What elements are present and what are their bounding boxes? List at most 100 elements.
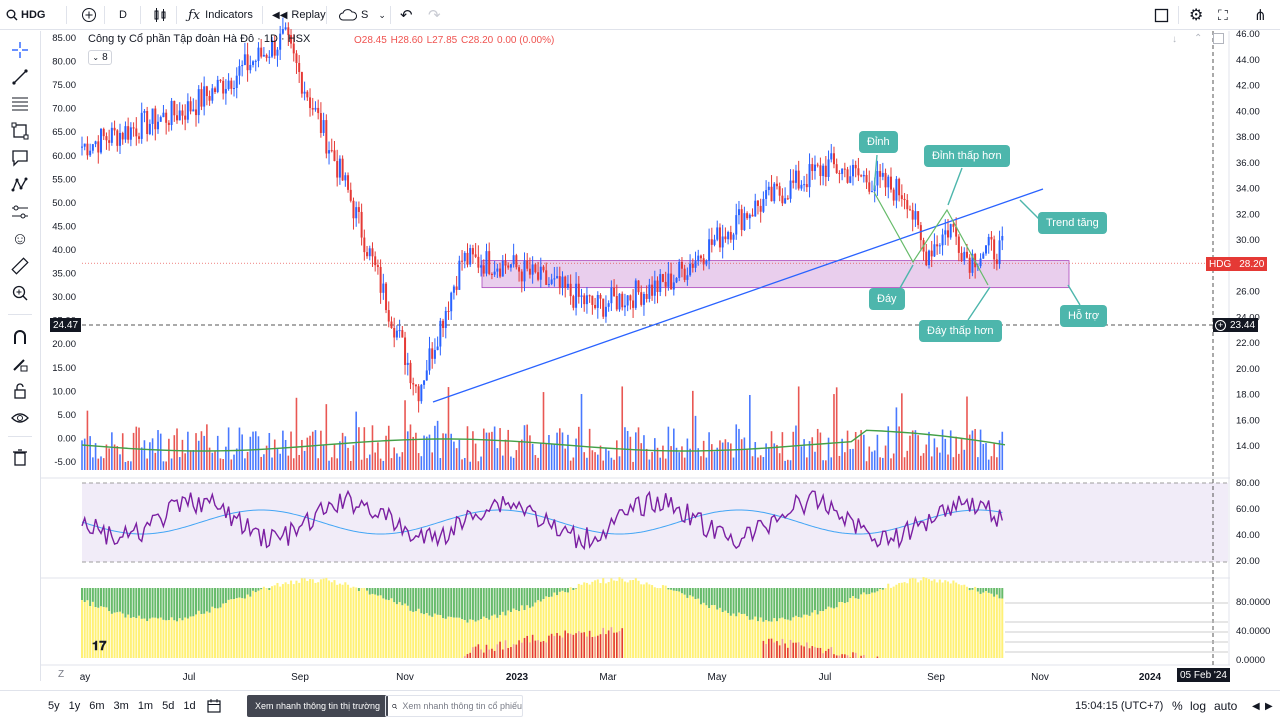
scroll-right-button[interactable]: ▶ — [1265, 691, 1273, 721]
osc-histogram-bar — [792, 643, 794, 658]
osc-bar-yellow — [404, 604, 406, 658]
goto-date-button[interactable] — [206, 691, 222, 721]
osc-bar-green — [456, 588, 458, 618]
right-axis-tick: 16.00 — [1236, 415, 1260, 426]
callout-uptrend[interactable]: Trend tăng — [1038, 212, 1107, 234]
right-axis-tick: 32.00 — [1236, 209, 1260, 220]
indicator-toggle[interactable]: ⌄ 8 — [88, 50, 112, 65]
osc-bar-green — [695, 588, 697, 599]
candle-body — [456, 286, 458, 289]
pane-maximize-icon[interactable] — [1213, 33, 1224, 44]
osc-bar-green — [828, 588, 830, 607]
osc-bar-yellow — [143, 619, 145, 658]
osc-bar-yellow — [890, 588, 892, 658]
pane-collapse-icon[interactable]: ⌃ — [1194, 33, 1202, 44]
osc-histogram-bar — [559, 636, 561, 658]
range-button-1y[interactable]: 1y — [69, 700, 81, 712]
osc-bar-green — [393, 588, 395, 602]
candle-body — [708, 239, 710, 261]
osc-bar-yellow — [724, 611, 726, 658]
range-button-5d[interactable]: 5d — [162, 700, 174, 712]
osc-bar-green — [1001, 588, 1003, 599]
range-button-6m[interactable]: 6m — [89, 700, 104, 712]
candle-body — [238, 66, 240, 76]
osc-bar-yellow — [461, 619, 463, 658]
osc-histogram-bar — [499, 642, 501, 658]
osc-bar-yellow — [290, 581, 292, 658]
volume-bar — [841, 439, 843, 470]
clock-label[interactable]: 15:04:15 (UTC+7) — [1075, 691, 1163, 721]
callout-support[interactable]: Hỗ trợ — [1060, 305, 1107, 327]
callout-peak[interactable]: Đỉnh — [859, 131, 898, 153]
left-axis-tick: 75.00 — [52, 80, 76, 91]
candle-body — [426, 370, 428, 380]
osc-histogram-bar — [507, 648, 509, 658]
volume-bar — [887, 426, 889, 470]
chevron-down-icon: ⌄ — [92, 53, 99, 62]
osc-histogram-bar — [828, 649, 830, 658]
market-news-button[interactable]: Xem nhanh thông tin thị trường — [247, 695, 388, 717]
range-button-3m[interactable]: 3m — [114, 700, 129, 712]
volume-bar — [396, 453, 398, 470]
osc-histogram-bar — [537, 640, 539, 658]
chart-grid — [41, 31, 1230, 665]
candle-body — [434, 350, 436, 359]
candle-body — [179, 110, 181, 120]
osc-histogram-bar — [860, 656, 862, 658]
candle-body — [382, 284, 384, 293]
auto-toggle[interactable]: auto — [1214, 691, 1237, 721]
range-button-5y[interactable]: 5y — [48, 700, 60, 712]
volume-bar — [825, 460, 827, 470]
osc-bar-green — [838, 588, 840, 602]
osc-bar-yellow — [988, 593, 990, 658]
rsi-axis-tick: 60.00 — [1236, 504, 1260, 515]
volume-bar — [535, 455, 537, 470]
left-axis-tick: 20.00 — [52, 339, 76, 350]
osc-bar-green — [162, 588, 164, 620]
range-button-1d[interactable]: 1d — [183, 700, 195, 712]
volume-bar — [961, 439, 963, 470]
plus-circle-icon[interactable]: + — [1215, 320, 1226, 331]
candle-body — [895, 179, 897, 201]
osc-bar-green — [521, 588, 523, 605]
candle-body — [328, 150, 330, 153]
candle-body — [847, 169, 849, 183]
osc-bar-yellow — [415, 611, 417, 658]
callout-lower-bottom[interactable]: Đáy thấp hơn — [919, 320, 1002, 342]
osc-bar-yellow — [860, 594, 862, 658]
osc-histogram-bar — [608, 630, 610, 658]
percent-toggle[interactable]: % — [1172, 691, 1183, 721]
osc-bar-green — [523, 588, 525, 610]
candle-body — [809, 164, 811, 187]
volume-bar — [516, 450, 518, 470]
volume-bar — [448, 387, 450, 470]
ohlc-high: H28.60 — [391, 35, 423, 46]
osc-histogram-bar — [581, 633, 583, 658]
osc-bar-green — [776, 588, 778, 621]
callout-lower-peak[interactable]: Đỉnh thấp hơn — [924, 145, 1010, 167]
callout-bottom[interactable]: Đáy — [869, 288, 905, 310]
volume-bar — [429, 435, 431, 470]
log-toggle[interactable]: log — [1190, 691, 1206, 721]
volume-bar — [407, 431, 409, 470]
timezone-toggle[interactable]: Z — [58, 669, 64, 680]
pane-down-icon[interactable]: ↓ — [1172, 34, 1177, 45]
osc-bar-yellow — [279, 587, 281, 658]
volume-bar — [103, 458, 105, 470]
osc-bar-yellow — [974, 587, 976, 658]
scroll-left-button[interactable]: ◀ — [1252, 691, 1260, 721]
stock-search-box[interactable]: Xem nhanh thông tin cổ phiếu — [385, 695, 523, 717]
candle-body — [841, 169, 843, 174]
range-button-1m[interactable]: 1m — [138, 700, 153, 712]
volume-bar — [271, 458, 273, 470]
osc-bar-green — [81, 588, 83, 600]
osc-histogram-bar — [491, 649, 493, 658]
candle-body — [961, 253, 963, 261]
osc-bar-green — [773, 588, 775, 618]
osc-bar-green — [127, 588, 129, 615]
osc-histogram-bar — [784, 643, 786, 658]
candle-body — [746, 213, 748, 218]
candle-body — [619, 294, 621, 310]
volume-bar — [193, 450, 195, 470]
